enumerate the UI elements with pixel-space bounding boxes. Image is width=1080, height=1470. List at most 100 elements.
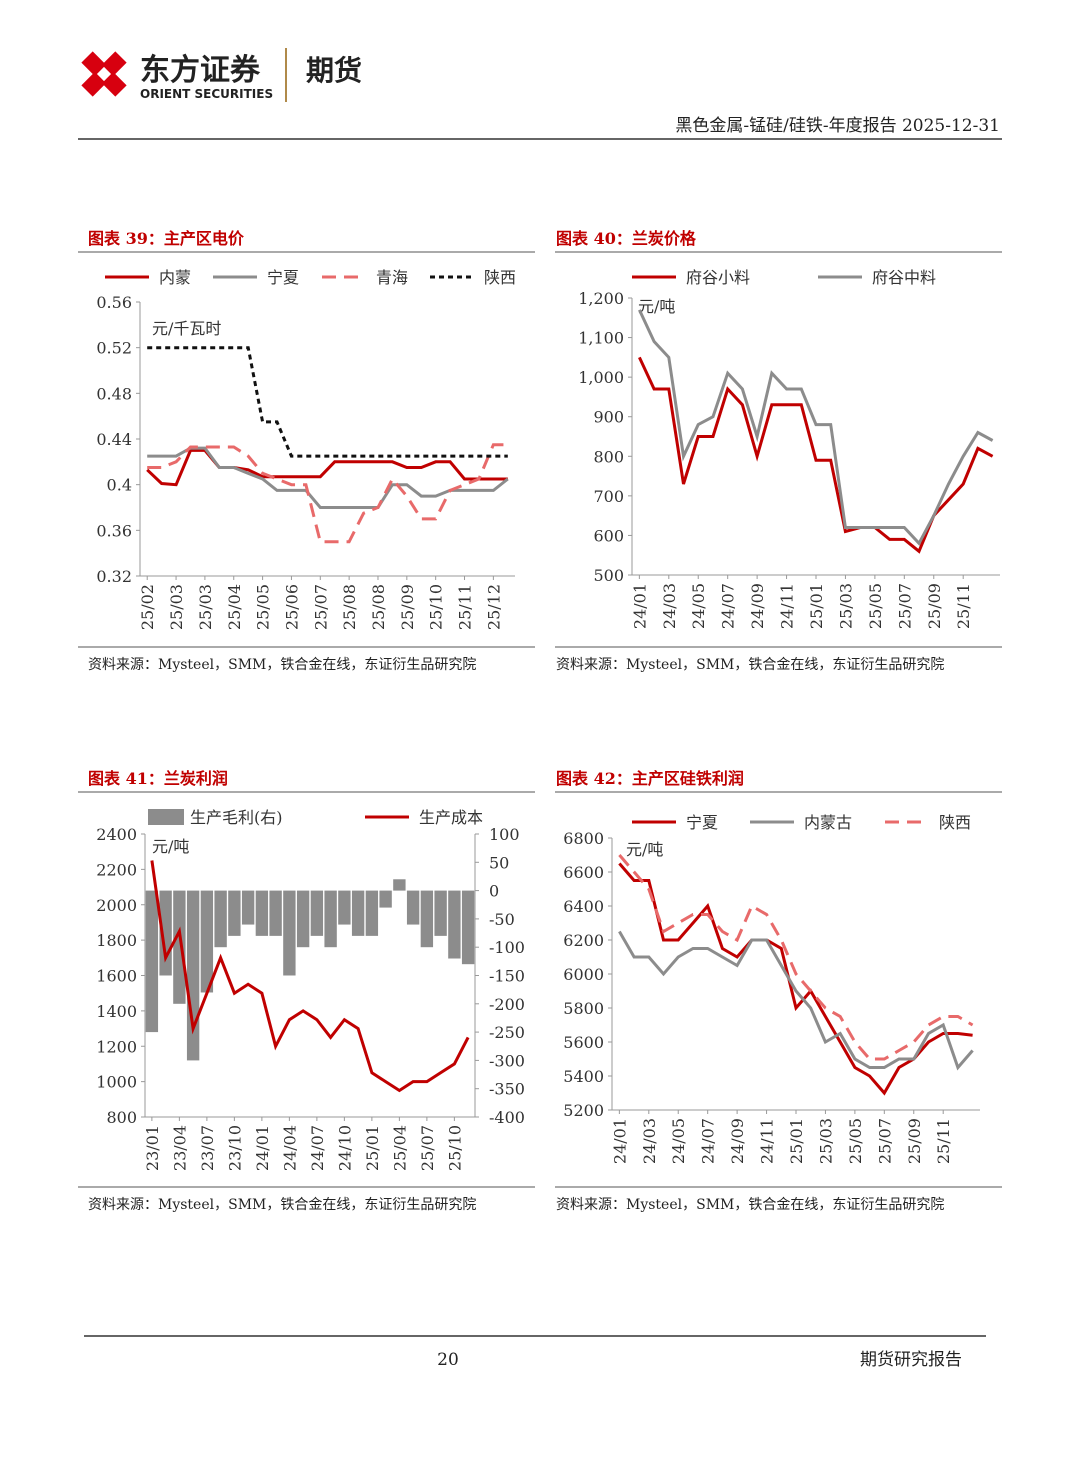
y-tick-label: 2400 xyxy=(96,825,137,844)
legend-label: 生产成本 xyxy=(419,808,483,827)
series-line xyxy=(150,860,470,1093)
bar xyxy=(186,890,200,1061)
x-tick-label: 25/09 xyxy=(925,583,944,629)
y-tick-label: 800 xyxy=(106,1108,137,1127)
bar xyxy=(461,890,475,965)
bar xyxy=(420,890,434,948)
y-tick-label: 1400 xyxy=(96,1002,137,1021)
x-tick-label: 25/07 xyxy=(875,1118,894,1164)
x-tick-label: 25/01 xyxy=(807,583,826,629)
y-tick-label: 6200 xyxy=(563,931,604,950)
legend-label: 陕西 xyxy=(939,813,971,832)
source: 资料来源：Mysteel，SMM，铁合金在线，东证衍生品研究院 xyxy=(556,657,944,673)
y2-tick-label: -250 xyxy=(489,1023,525,1042)
y-unit: 元/吨 xyxy=(626,840,663,859)
x-tick-label: 23/04 xyxy=(170,1125,189,1171)
brand-en: ORIENT SECURITIES xyxy=(140,87,273,101)
page-number: 20 xyxy=(437,1350,459,1370)
y2-tick-label: -350 xyxy=(489,1080,525,1099)
y-tick-label: 700 xyxy=(593,487,624,506)
y2-tick-label: -300 xyxy=(489,1051,525,1070)
x-tick-label: 25/03 xyxy=(167,584,186,630)
series-line xyxy=(147,443,508,544)
x-tick-label: 25/04 xyxy=(225,584,244,630)
bar xyxy=(241,890,255,925)
bar xyxy=(310,890,324,936)
y-tick-label: 0.4 xyxy=(107,476,132,495)
y-tick-label: 6600 xyxy=(563,863,604,882)
x-tick-label: 25/08 xyxy=(369,584,388,630)
y-tick-label: 2000 xyxy=(96,896,137,915)
y-tick-label: 1800 xyxy=(96,931,137,950)
y2-tick-label: -200 xyxy=(489,995,525,1014)
series-line xyxy=(147,446,509,509)
series-line xyxy=(147,346,508,458)
y-tick-label: 1,200 xyxy=(578,289,624,308)
x-tick-label: 23/01 xyxy=(143,1125,162,1171)
x-tick-label: 25/01 xyxy=(787,1118,806,1164)
series-line xyxy=(618,930,974,1071)
y-tick-label: 900 xyxy=(593,408,624,427)
bar xyxy=(406,890,420,925)
x-tick-label: 24/11 xyxy=(758,1118,777,1164)
series-line xyxy=(618,854,974,1061)
y2-tick-label: -100 xyxy=(489,938,525,957)
y2-tick-label: 0 xyxy=(489,882,499,901)
x-tick-label: 24/05 xyxy=(669,1118,688,1164)
y-tick-label: 0.36 xyxy=(96,521,132,540)
bar xyxy=(269,890,282,936)
bar xyxy=(393,879,406,891)
x-tick-label: 24/01 xyxy=(253,1125,272,1171)
x-tick-label: 25/05 xyxy=(846,1118,865,1164)
x-tick-label: 25/05 xyxy=(866,583,885,629)
legend-label: 内蒙古 xyxy=(804,813,852,832)
bar xyxy=(365,890,379,936)
x-tick-label: 25/07 xyxy=(418,1125,437,1171)
y-tick-label: 0.48 xyxy=(96,384,132,403)
x-tick-label: 25/02 xyxy=(138,584,157,630)
x-tick-label: 25/07 xyxy=(895,583,914,629)
y-tick-label: 6400 xyxy=(563,897,604,916)
y-tick-label: 500 xyxy=(593,566,624,585)
bar xyxy=(448,890,461,959)
y-tick-label: 0.44 xyxy=(96,430,132,449)
x-tick-label: 25/01 xyxy=(363,1125,382,1171)
legend-label: 青海 xyxy=(376,268,408,287)
y-tick-label: 1200 xyxy=(96,1037,137,1056)
bar xyxy=(283,890,296,976)
bar xyxy=(351,890,365,936)
bar xyxy=(379,890,392,908)
x-tick-label: 25/10 xyxy=(427,584,446,630)
y-tick-label: 1000 xyxy=(96,1073,137,1092)
y-tick-label: 600 xyxy=(593,526,624,545)
x-tick-label: 24/05 xyxy=(689,583,708,629)
x-tick-label: 24/07 xyxy=(308,1125,327,1171)
source: 资料来源：Mysteel，SMM，铁合金在线，东证衍生品研究院 xyxy=(88,657,476,673)
figure-title: 图表 42：主产区硅铁利润 xyxy=(556,769,744,788)
y-tick-label: 0.52 xyxy=(96,339,132,358)
x-tick-label: 25/10 xyxy=(445,1125,464,1171)
y-tick-label: 0.56 xyxy=(96,293,132,312)
y-unit: 元/吨 xyxy=(638,297,675,316)
report-line: 黑色金属-锰硅/硅铁-年度报告 2025-12-31 xyxy=(675,116,1000,136)
x-tick-label: 25/12 xyxy=(484,584,503,630)
x-tick-label: 25/03 xyxy=(836,583,855,629)
x-tick-label: 24/07 xyxy=(699,1118,718,1164)
bar xyxy=(228,890,241,936)
series-line xyxy=(618,862,973,1096)
x-tick-label: 24/07 xyxy=(719,583,738,629)
y-tick-label: 5200 xyxy=(563,1101,604,1120)
legend-label: 陕西 xyxy=(484,268,516,287)
x-tick-label: 25/03 xyxy=(816,1118,835,1164)
y-unit: 元/千瓦时 xyxy=(152,319,221,338)
legend-label: 府谷中料 xyxy=(872,268,936,287)
bar xyxy=(145,890,159,1033)
source: 资料来源：Mysteel，SMM，铁合金在线，东证衍生品研究院 xyxy=(88,1197,476,1213)
x-tick-label: 25/06 xyxy=(282,584,301,630)
y2-tick-label: -50 xyxy=(489,910,515,929)
legend-label: 宁夏 xyxy=(267,268,299,287)
bar xyxy=(324,890,337,948)
x-tick-label: 24/01 xyxy=(630,583,649,629)
bar xyxy=(338,890,351,925)
